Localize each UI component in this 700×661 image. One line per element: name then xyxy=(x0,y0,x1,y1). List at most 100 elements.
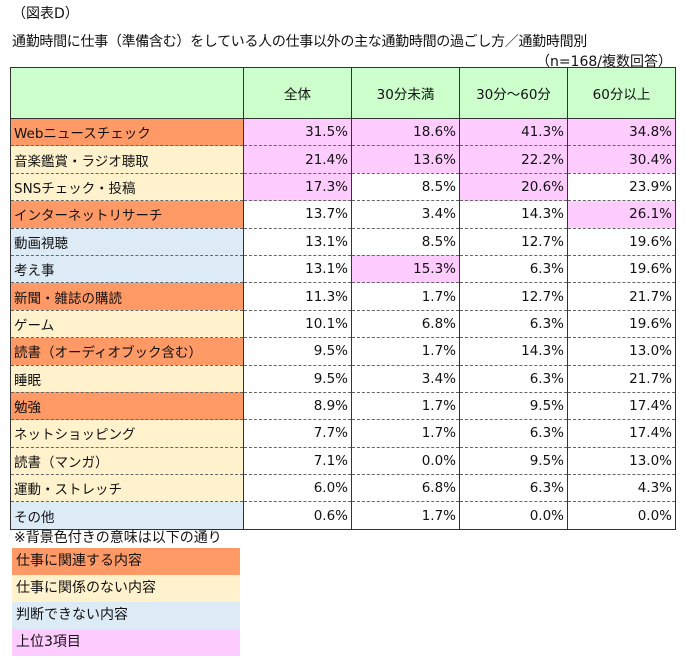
legend-title: ※背景色付きの意味は以下の通り xyxy=(14,530,222,546)
value-cell: 13.1% xyxy=(243,228,352,256)
value-cell: 17.4% xyxy=(567,419,676,448)
value-cell: 20.6% xyxy=(459,173,568,202)
value-cell: 14.3% xyxy=(459,337,568,366)
sample-note: （n=168/複数回答） xyxy=(535,54,672,70)
value-cell: 3.4% xyxy=(351,200,460,229)
value-cell: 9.5% xyxy=(243,337,352,366)
value-cell: 8.9% xyxy=(243,392,352,421)
value-cell: 21.7% xyxy=(567,282,676,311)
table-row: 読書（マンガ） 7.1% 0.0% 9.5% 13.0% xyxy=(10,447,676,476)
value-cell: 0.0% xyxy=(567,501,676,530)
row-label: SNSチェック・投稿 xyxy=(10,173,244,202)
value-cell: 9.5% xyxy=(459,447,568,476)
value-cell: 13.0% xyxy=(567,447,676,476)
value-cell: 6.3% xyxy=(459,474,568,503)
row-label: その他 xyxy=(10,501,244,530)
value-cell: 1.7% xyxy=(351,337,460,366)
value-cell: 14.3% xyxy=(459,200,568,229)
value-cell: 6.0% xyxy=(243,474,352,503)
commute-table: 全体 30分未満 30分～60分 60分以上 Webニュースチェック 31.5% 18.6… xyxy=(10,67,676,530)
table-row: その他 0.6% 1.7% 0.0% 0.0% xyxy=(10,501,676,530)
value-cell: 6.3% xyxy=(459,419,568,448)
value-cell: 6.8% xyxy=(351,474,460,503)
row-label: 動画視聴 xyxy=(10,228,244,256)
value-cell: 19.6% xyxy=(567,255,676,284)
value-cell: 10.1% xyxy=(243,310,352,339)
table-row: 読書（オーディオブック含む） 9.5% 1.7% 14.3% 13.0% xyxy=(10,337,676,366)
value-cell: 0.0% xyxy=(351,447,460,476)
table-row: 新聞・雑誌の購読 11.3% 1.7% 12.7% 21.7% xyxy=(10,282,676,311)
column-header: 30分未満 xyxy=(351,67,460,119)
value-cell: 13.0% xyxy=(567,337,676,366)
table-row: 考え事 13.1% 15.3% 6.3% 19.6% xyxy=(10,255,676,284)
legend-item: 判断できない内容 xyxy=(12,602,240,629)
row-label: 考え事 xyxy=(10,255,244,284)
value-cell: 1.7% xyxy=(351,501,460,530)
value-cell: 19.6% xyxy=(567,228,676,256)
row-label: 新聞・雑誌の購読 xyxy=(10,282,244,311)
table-row: 睡眠 9.5% 3.4% 6.3% 21.7% xyxy=(10,365,676,393)
table-title: 通勤時間に仕事（準備含む）をしている人の仕事以外の主な通勤時間の過ごし方／通勤時… xyxy=(12,34,587,50)
row-label: Webニュースチェック xyxy=(10,118,244,147)
row-label: 読書（オーディオブック含む） xyxy=(10,337,244,366)
legend-item: 上位3項目 xyxy=(12,629,240,656)
table-row: ネットショッピング 7.7% 1.7% 6.3% 17.4% xyxy=(10,419,676,448)
value-cell: 34.8% xyxy=(567,118,676,147)
value-cell: 6.8% xyxy=(351,310,460,339)
value-cell: 3.4% xyxy=(351,365,460,393)
figure-label: （図表D） xyxy=(12,6,79,22)
value-cell: 30.4% xyxy=(567,145,676,174)
legend: 仕事に関連する内容 仕事に関係のない内容 判断できない内容 上位3項目 xyxy=(12,548,240,656)
header-row: 全体 30分未満 30分～60分 60分以上 xyxy=(10,67,676,119)
value-cell: 7.7% xyxy=(243,419,352,448)
table-row: SNSチェック・投稿 17.3% 8.5% 20.6% 23.9% xyxy=(10,173,676,202)
value-cell: 41.3% xyxy=(459,118,568,147)
value-cell: 1.7% xyxy=(351,282,460,311)
value-cell: 22.2% xyxy=(459,145,568,174)
value-cell: 8.5% xyxy=(351,173,460,202)
value-cell: 9.5% xyxy=(459,392,568,421)
value-cell: 31.5% xyxy=(243,118,352,147)
value-cell: 1.7% xyxy=(351,392,460,421)
table-row: 動画視聴 13.1% 8.5% 12.7% 19.6% xyxy=(10,228,676,256)
legend-item: 仕事に関連する内容 xyxy=(12,548,240,575)
value-cell: 26.1% xyxy=(567,200,676,229)
value-cell: 1.7% xyxy=(351,419,460,448)
value-cell: 0.6% xyxy=(243,501,352,530)
table-row: 音楽鑑賞・ラジオ聴取 21.4% 13.6% 22.2% 30.4% xyxy=(10,145,676,174)
value-cell: 17.4% xyxy=(567,392,676,421)
table-row: 勉強 8.9% 1.7% 9.5% 17.4% xyxy=(10,392,676,421)
row-label: ゲーム xyxy=(10,310,244,339)
value-cell: 13.6% xyxy=(351,145,460,174)
value-cell: 8.5% xyxy=(351,228,460,256)
row-label: 読書（マンガ） xyxy=(10,447,244,476)
value-cell: 21.7% xyxy=(567,365,676,393)
row-label: 音楽鑑賞・ラジオ聴取 xyxy=(10,145,244,174)
header-blank xyxy=(10,67,244,119)
row-label: ネットショッピング xyxy=(10,419,244,448)
row-label: 睡眠 xyxy=(10,365,244,393)
table-row: ゲーム 10.1% 6.8% 6.3% 19.6% xyxy=(10,310,676,339)
value-cell: 19.6% xyxy=(567,310,676,339)
value-cell: 21.4% xyxy=(243,145,352,174)
value-cell: 18.6% xyxy=(351,118,460,147)
value-cell: 9.5% xyxy=(243,365,352,393)
value-cell: 17.3% xyxy=(243,173,352,202)
legend-item: 仕事に関係のない内容 xyxy=(12,575,240,602)
value-cell: 12.7% xyxy=(459,282,568,311)
value-cell: 6.3% xyxy=(459,365,568,393)
value-cell: 0.0% xyxy=(459,501,568,530)
value-cell: 6.3% xyxy=(459,310,568,339)
value-cell: 13.1% xyxy=(243,255,352,284)
row-label: 運動・ストレッチ xyxy=(10,474,244,503)
value-cell: 23.9% xyxy=(567,173,676,202)
column-header: 30分～60分 xyxy=(459,67,568,119)
column-header: 60分以上 xyxy=(567,67,676,119)
value-cell: 7.1% xyxy=(243,447,352,476)
value-cell: 6.3% xyxy=(459,255,568,284)
value-cell: 13.7% xyxy=(243,200,352,229)
value-cell: 15.3% xyxy=(351,255,460,284)
table-row: Webニュースチェック 31.5% 18.6% 41.3% 34.8% xyxy=(10,118,676,147)
value-cell: 4.3% xyxy=(567,474,676,503)
row-label: 勉強 xyxy=(10,392,244,421)
